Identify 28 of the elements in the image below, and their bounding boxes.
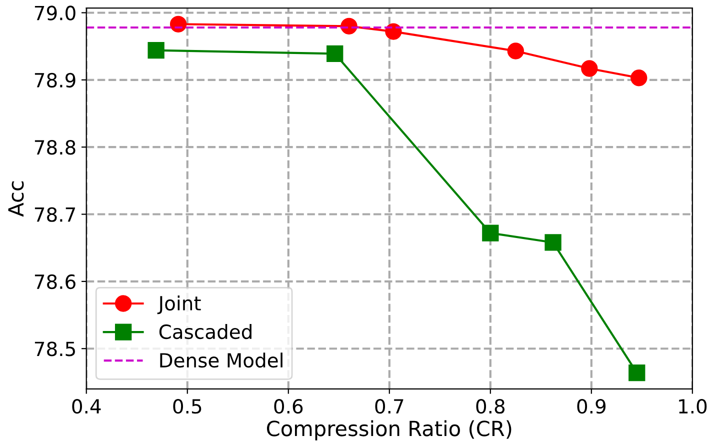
point xyxy=(170,16,187,32)
y-tick-label: 78.7 xyxy=(34,207,75,222)
point xyxy=(385,23,402,40)
y-axis-title: Acc xyxy=(8,181,24,217)
point xyxy=(482,224,499,242)
point xyxy=(581,60,598,77)
y-tick-label: 78.9 xyxy=(34,72,76,88)
legend-label: Dense Model xyxy=(160,352,282,368)
x-tick-label: 0.6 xyxy=(274,398,303,414)
x-tick-label: 0.5 xyxy=(173,398,202,414)
point xyxy=(544,234,562,251)
x-tick-label: 1.0 xyxy=(679,398,707,414)
x-tick-label: 0.9 xyxy=(577,398,606,414)
legend-label: Cascaded xyxy=(159,324,252,340)
point xyxy=(628,364,646,382)
x-tick-label: 0.7 xyxy=(375,398,404,414)
point xyxy=(630,70,648,86)
y-tick-label: 79.0 xyxy=(34,6,76,20)
point xyxy=(326,45,344,62)
x-tick-label: 0.4 xyxy=(72,398,101,414)
point xyxy=(507,42,524,60)
x-tick-label: 0.8 xyxy=(476,398,505,414)
y-tick-label: 78.6 xyxy=(34,274,76,290)
x-axis-title: Compression Ratio (CR) xyxy=(266,420,512,440)
legend-label: Joint xyxy=(157,296,201,314)
y-tick-label: 78.8 xyxy=(34,140,76,155)
point xyxy=(148,42,164,59)
y-tick-label: 78.5 xyxy=(34,342,75,356)
